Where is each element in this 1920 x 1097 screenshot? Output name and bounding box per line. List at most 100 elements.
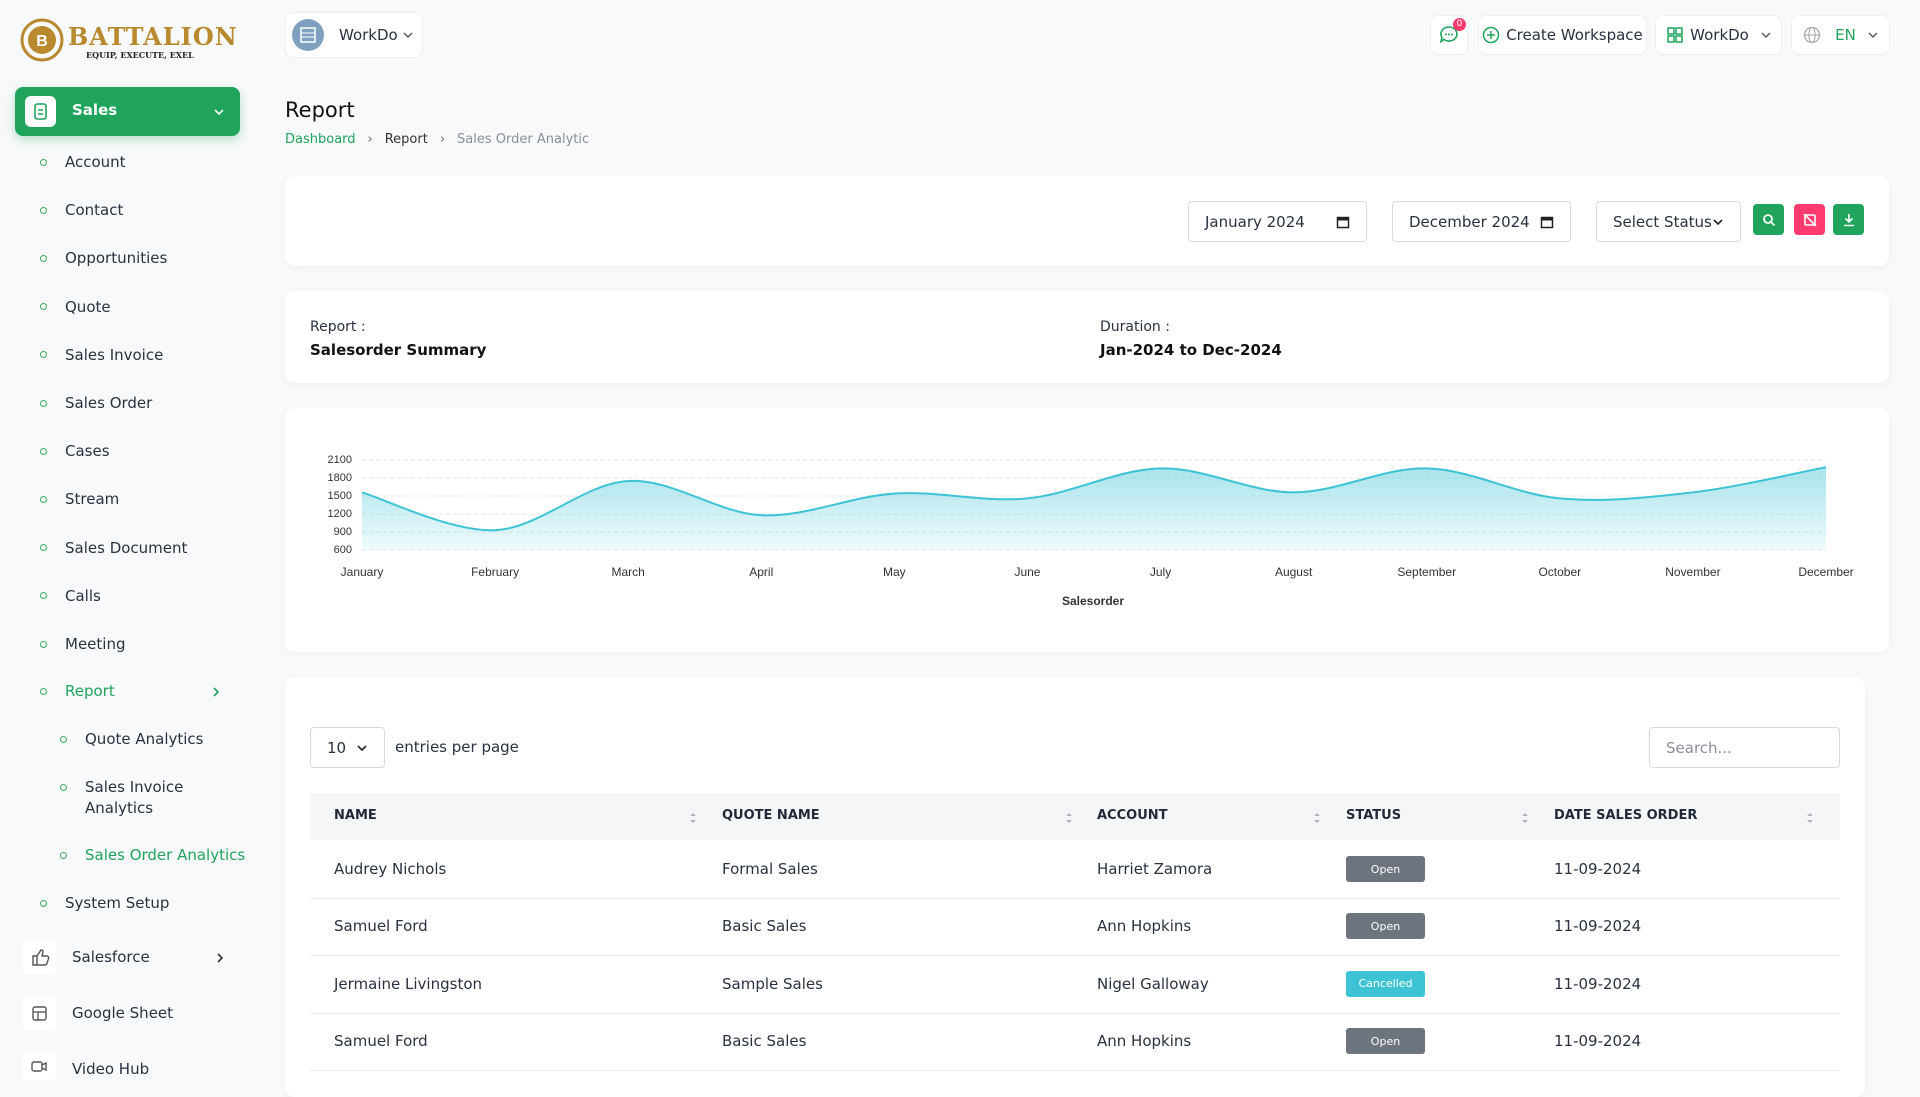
bullet [40, 544, 47, 552]
menu-item[interactable]: Calls [40, 587, 101, 605]
table-cell: Sample Sales [722, 974, 823, 993]
create-workspace-button[interactable]: Create Workspace [1478, 15, 1647, 55]
brand-name: BATTALION [68, 22, 238, 51]
x-tick-label: April [749, 565, 773, 579]
x-tick-label: September [1397, 565, 1456, 579]
summary-card: Report : Salesorder Summary Duration : J… [285, 291, 1889, 383]
end-month-input[interactable]: December 2024 [1392, 201, 1571, 242]
menu-item[interactable]: Stream [40, 490, 119, 508]
bullet [40, 640, 47, 648]
menu-item[interactable]: Sales Document [40, 539, 187, 557]
bullet [60, 851, 67, 859]
sort-icon[interactable] [1806, 810, 1814, 826]
menu-item[interactable]: Meeting [40, 635, 125, 653]
chevron-down [1713, 218, 1723, 225]
table-cell: Harriet Zamora [1097, 860, 1213, 878]
column-header[interactable]: ACCOUNT [1097, 808, 1168, 823]
menu-label: Sales Order Analytics [85, 846, 246, 864]
status-badge: Open [1346, 856, 1425, 882]
bullet [60, 784, 67, 791]
workspace-switcher[interactable]: WorkDo [285, 12, 423, 58]
bullet [40, 158, 47, 166]
y-tick-label: 600 [334, 544, 352, 556]
reset-icon [1802, 212, 1817, 227]
area-fill [362, 467, 1826, 550]
menu-item[interactable]: Sales Invoice [40, 346, 163, 364]
module-label: Google Sheet [72, 1004, 174, 1022]
report-menu[interactable]: Report [40, 682, 230, 700]
page-size-select[interactable]: 10 [310, 727, 385, 768]
chart: Salesorder 600 900 1200 1500 1800 2100 January… [328, 454, 1854, 608]
user-workspace-menu[interactable]: WorkDo [1655, 15, 1782, 55]
menu-item[interactable]: Contact [40, 201, 123, 219]
download-button[interactable] [1833, 204, 1864, 235]
menu-item[interactable]: Cases [40, 442, 110, 460]
search-button[interactable] [1753, 204, 1784, 235]
table-cell: Formal Sales [722, 860, 818, 878]
chevron-right [213, 687, 220, 697]
sort-icon[interactable] [1313, 810, 1321, 826]
logo[interactable]: B BATTALION EQUIP, EXECUTE, EXEL [20, 18, 237, 62]
status-badge: Cancelled [1346, 970, 1425, 997]
status-select[interactable]: Select Status [1596, 201, 1741, 242]
download-icon [1843, 213, 1854, 226]
menu-label: Account [65, 153, 126, 171]
breadcrumb-link[interactable]: Dashboard [285, 132, 356, 147]
breadcrumb-link[interactable]: Report [384, 132, 428, 147]
menu-item[interactable]: Sales Order Analytics [60, 846, 245, 864]
table-cell: 11-09-2024 [1554, 860, 1642, 878]
language-menu[interactable]: EN [1791, 15, 1890, 55]
start-month-input[interactable]: January 2024 [1188, 201, 1367, 242]
column-header[interactable]: DATE SALES ORDER [1554, 808, 1698, 823]
module-icon [22, 940, 56, 974]
menu-label: Sales Order [65, 394, 153, 412]
calendar-icon [1336, 216, 1350, 228]
table-cell: Samuel Ford [334, 1032, 428, 1051]
workspace-name: WorkDo [339, 26, 398, 44]
x-tick-label: May [883, 565, 906, 579]
sort-icon[interactable] [689, 810, 697, 826]
sort-arrows [1522, 813, 1528, 823]
table-cell: Basic Sales [722, 1032, 807, 1051]
duration-value: Jan-2024 to Dec-2024 [1100, 341, 1282, 359]
chevron-right [217, 953, 224, 963]
row-divider [310, 955, 1840, 957]
y-tick-label: 2100 [328, 454, 352, 466]
sort-icon[interactable] [1065, 810, 1073, 826]
table-cell: 11-09-2024 [1554, 917, 1642, 936]
sales-icon-glyph [34, 103, 47, 120]
menu-label: Calls [65, 586, 101, 605]
search-placeholder: Search... [1666, 738, 1732, 757]
module-item[interactable]: Google Sheet [22, 996, 242, 1030]
chevron-down [214, 109, 224, 116]
menu-item[interactable]: Sales Order [40, 394, 152, 412]
bullet [40, 399, 47, 407]
thumb-icon [32, 949, 50, 966]
sales-label: Sales [72, 101, 118, 119]
sort-arrows [1066, 813, 1072, 823]
menu-item[interactable]: Quote [40, 298, 111, 316]
brand-tagline: EQUIP, EXECUTE, EXEL [86, 50, 194, 60]
table-cell: Ann Hopkins [1097, 1032, 1192, 1051]
reset-button[interactable] [1794, 204, 1825, 235]
column-header[interactable]: STATUS [1346, 808, 1402, 823]
menu-item[interactable]: Sales Invoice Analytics [60, 777, 215, 819]
menu-item[interactable]: Quote Analytics [60, 730, 203, 748]
search-input[interactable]: Search... [1649, 727, 1840, 768]
menu-item[interactable]: Opportunities [40, 249, 167, 267]
menu-item[interactable]: System Setup [40, 894, 169, 912]
module-icon [22, 1052, 56, 1080]
video-icon [31, 1061, 47, 1072]
sales-menu[interactable]: Sales [15, 87, 240, 136]
module-item[interactable]: Salesforce [22, 940, 242, 974]
page-size: 10 [327, 738, 347, 757]
sort-icon[interactable] [1521, 810, 1529, 826]
column-header[interactable]: QUOTE NAME [722, 808, 820, 823]
column-header[interactable]: NAME [334, 808, 377, 823]
menu-item[interactable]: Account [40, 153, 126, 171]
module-item[interactable]: Video Hub [22, 1052, 242, 1086]
plus-circle-icon [1482, 26, 1500, 44]
module-label: Salesforce [72, 948, 150, 966]
messages-button[interactable]: 0 [1430, 15, 1468, 55]
